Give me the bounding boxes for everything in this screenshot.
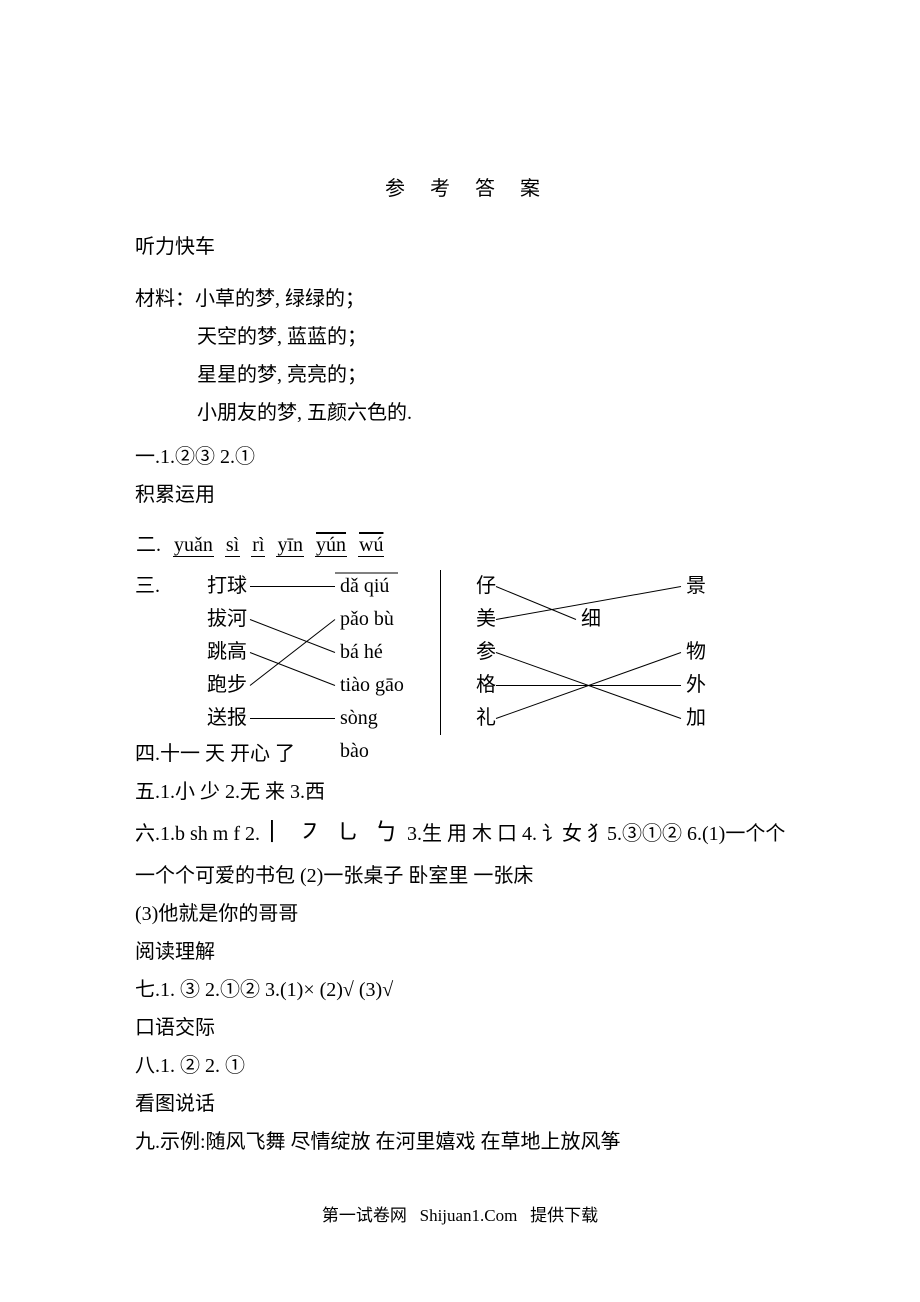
- footer-tag: 提供下载: [530, 1206, 598, 1225]
- footer-domain: Shijuan1.Com: [420, 1206, 518, 1225]
- answer-q3: 三. 打球拔河跳高跑步送报 dǎ qiúpǎo bùbá hétiào gāos…: [135, 570, 800, 735]
- match-pinyin: dǎ qiú: [340, 570, 410, 603]
- q2-pinyin-3: rì: [251, 534, 265, 557]
- match-char: 美: [476, 603, 496, 636]
- match-word: 跑步: [207, 669, 247, 702]
- material-line-4: 小朋友的梦, 五颜六色的.: [135, 394, 800, 432]
- left-words-col: 打球拔河跳高跑步送报: [207, 570, 247, 735]
- match-char: 礼: [476, 702, 496, 735]
- match-char: 参: [476, 636, 496, 669]
- match-char: 加: [686, 702, 706, 735]
- q6-part-b: 3.生 用 木 口 4. 讠女 犭5.③①② 6.(1)一个个: [402, 823, 785, 845]
- match-word: 送报: [207, 702, 247, 735]
- q2-label: 二.: [135, 534, 162, 556]
- match-diagram-left: 打球拔河跳高跑步送报 dǎ qiúpǎo bùbá hétiào gāosòng…: [160, 570, 410, 735]
- diagram-divider: [440, 570, 441, 735]
- answer-q1: 一.1.②③ 2.①: [135, 438, 800, 476]
- match-pinyin: tiào gāo: [340, 669, 410, 702]
- material-label: 材料：: [135, 288, 195, 310]
- match-char: [686, 603, 706, 636]
- match-word: 打球: [207, 570, 247, 603]
- match-pinyin: sòng bào: [340, 702, 410, 768]
- match-char: 外: [686, 669, 706, 702]
- match-char: 物: [686, 636, 706, 669]
- section-reading: 阅读理解: [135, 933, 800, 971]
- match-word: 拔河: [207, 603, 247, 636]
- q2-pinyin-2: sì: [225, 534, 240, 557]
- answer-q6-line1: 六.1.b sh m f 2.丨 ㇇ ㇟ ㄅ 3.生 用 木 口 4. 讠女 犭…: [135, 811, 800, 857]
- q2-pinyin-4: yīn: [276, 534, 304, 557]
- match-char: [581, 669, 601, 702]
- answer-q5: 五.1.小 少 2.无 来 3.西: [135, 773, 800, 811]
- q3-label: 三.: [135, 570, 160, 603]
- material-text-1: 小草的梦, 绿绿的；: [195, 288, 365, 310]
- answer-q8: 八.1. ② 2. ①: [135, 1047, 800, 1085]
- page-footer: 第一试卷网 Shijuan1.Com 提供下载: [0, 1200, 920, 1232]
- q2-pinyin-5: yún: [315, 534, 347, 557]
- match-word: 跳高: [207, 636, 247, 669]
- right-left-col: 仔美参格礼: [476, 570, 496, 735]
- left-pinyin-col: dǎ qiúpǎo bùbá hétiào gāosòng bào: [340, 570, 410, 768]
- q2-pinyin-1: yuǎn: [173, 534, 214, 557]
- match-pinyin: bá hé: [340, 636, 410, 669]
- material-block: 材料：小草的梦, 绿绿的； 天空的梦, 蓝蓝的； 星星的梦, 亮亮的； 小朋友的…: [135, 280, 800, 432]
- right-mid-col: 细: [581, 570, 601, 735]
- right-right-col: 景 物外加: [686, 570, 706, 735]
- material-line-1: 材料：小草的梦, 绿绿的；: [135, 280, 800, 318]
- answer-q2: 二. yuǎn sì rì yīn yún wú: [135, 526, 800, 564]
- section-picture: 看图说话: [135, 1085, 800, 1123]
- match-char: 景: [686, 570, 706, 603]
- q2-pinyin-6: wú: [358, 534, 384, 557]
- answer-q4: 四.十一 天 开心 了: [135, 735, 800, 773]
- match-char: [581, 570, 601, 603]
- material-line-2: 天空的梦, 蓝蓝的；: [135, 318, 800, 356]
- match-pinyin: pǎo bù: [340, 603, 410, 636]
- match-char: [581, 636, 601, 669]
- match-char: 仔: [476, 570, 496, 603]
- match-char: 格: [476, 669, 496, 702]
- page: 参 考 答 案 听力快车 材料：小草的梦, 绿绿的； 天空的梦, 蓝蓝的； 星星…: [0, 0, 920, 1302]
- footer-site-name: 第一试卷网: [322, 1206, 407, 1225]
- answer-q6-line2: 一个个可爱的书包 (2)一张桌子 卧室里 一张床: [135, 857, 800, 895]
- q6-strokes: 丨 ㇇ ㇟ ㄅ: [260, 820, 402, 846]
- answer-q9: 九.示例:随风飞舞 尽情绽放 在河里嬉戏 在草地上放风筝: [135, 1123, 800, 1161]
- match-char: 细: [581, 603, 601, 636]
- section-accumulate: 积累运用: [135, 476, 800, 514]
- answer-q6-line3: (3)他就是你的哥哥: [135, 895, 800, 933]
- match-char: [581, 702, 601, 735]
- answer-q7: 七.1. ③ 2.①② 3.(1)× (2)√ (3)√: [135, 971, 800, 1009]
- q6-part-a: 六.1.b sh m f 2.: [135, 823, 260, 845]
- page-title: 参 考 答 案: [135, 170, 800, 208]
- match-diagram-right: 仔美参格礼 细 景 物外加: [451, 570, 711, 735]
- section-oral: 口语交际: [135, 1009, 800, 1047]
- section-listening: 听力快车: [135, 228, 800, 266]
- material-line-3: 星星的梦, 亮亮的；: [135, 356, 800, 394]
